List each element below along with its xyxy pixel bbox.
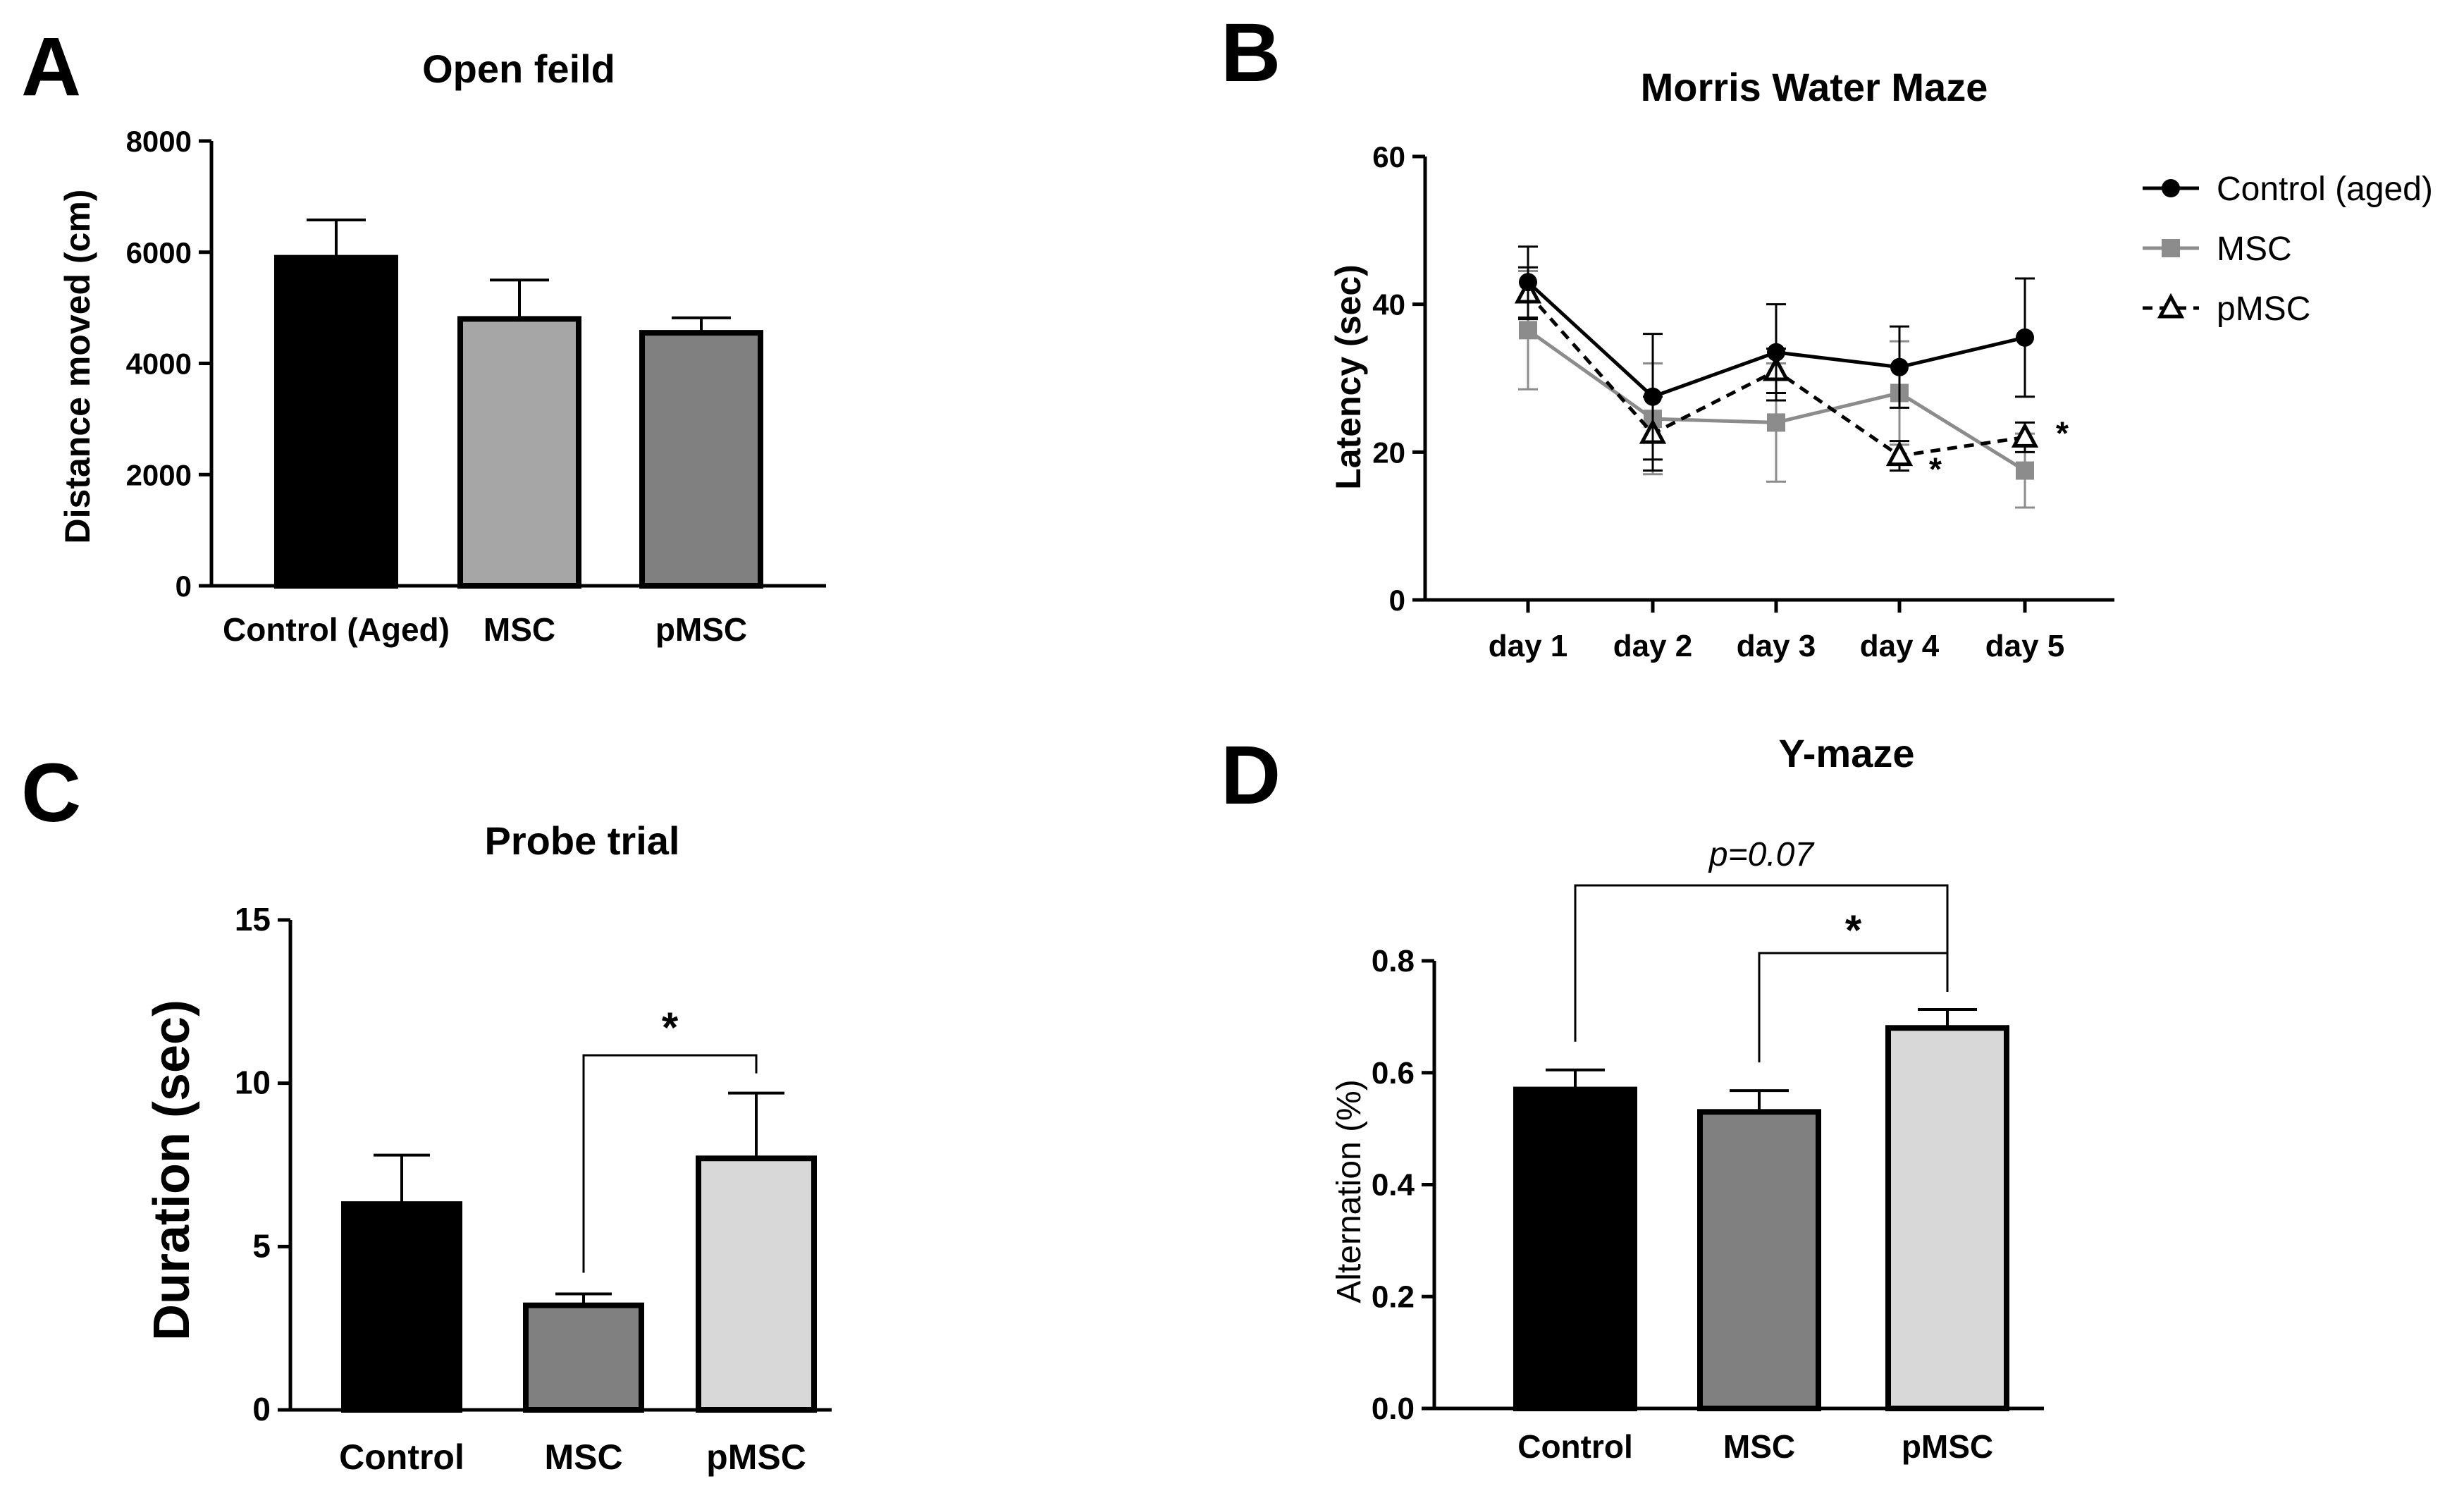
panel-a-bar — [457, 316, 581, 589]
panel-b-data-point — [1519, 321, 1537, 340]
panel-a-y-axis-title: Distance moved (cm) — [58, 190, 97, 544]
panel-d-x-tick-label: Control — [1517, 1428, 1633, 1465]
panel-d-y-tick-label: 0.0 — [1372, 1392, 1415, 1426]
panel-a-bar — [274, 254, 398, 589]
panel-d: D Y-maze Alternation (%) 0.0 0.2 0.4 0.6 0.8… — [1221, 729, 2044, 1465]
panel-a-y-tick-label: 0 — [175, 570, 192, 603]
panel-c: C Probe trial Duration (sec) 0 5 10 15 Contr… — [21, 747, 832, 1477]
panel-a-letter: A — [21, 20, 81, 113]
panel-a-x-tick-label: Control (Aged) — [223, 611, 450, 648]
panel-b-data-point — [1890, 357, 1909, 376]
panel-d-x-tick-label: MSC — [1723, 1428, 1795, 1465]
panel-d-bar — [1513, 1086, 1637, 1411]
panel-d-letter: D — [1221, 729, 1281, 822]
panel-c-bar — [341, 1201, 462, 1413]
panel-b-data-point — [2016, 328, 2034, 347]
panel-c-y-tick-label: 10 — [235, 1064, 271, 1101]
panel-b-y-tick-label: 20 — [1372, 436, 1405, 469]
panel-d-y-tick-label: 0.2 — [1372, 1279, 1415, 1314]
panel-d-y-tick-label: 0.6 — [1372, 1056, 1415, 1091]
panel-d-y-axis-title: Alternation (%) — [1331, 1079, 1368, 1303]
panel-b-significance-label: * — [1929, 451, 1942, 488]
panel-c-letter: C — [21, 747, 81, 840]
panel-c-y-tick-label: 15 — [235, 901, 271, 938]
panel-c-title: Probe trial — [485, 818, 680, 863]
panel-b-data-point — [1885, 441, 1914, 467]
panel-b-letter: B — [1221, 6, 1281, 99]
panel-d-y-tick-label: 0.4 — [1372, 1168, 1415, 1203]
panel-a-title: Open feild — [422, 47, 615, 91]
panel-d-plot-area: 0.0 0.2 0.4 0.6 0.8 Control MSC pMSC p=0.07 * — [1372, 836, 2044, 1465]
panel-a-y-tick-label: 8000 — [126, 125, 192, 158]
panel-c-y-axis-title: Duration (sec) — [144, 1000, 200, 1341]
panel-d-bar — [1885, 1025, 2009, 1411]
panel-b-legend-label: Control (aged) — [2217, 171, 2433, 208]
panel-b-legend-marker — [2157, 293, 2185, 319]
panel-a-y-tick-label: 2000 — [126, 458, 192, 491]
panel-c-y-tick-label: 0 — [252, 1391, 271, 1427]
panel-a-x-tick-label: MSC — [483, 611, 555, 648]
panel-b-legend-marker — [2162, 239, 2180, 257]
panel-d-x-tick-label: pMSC — [1902, 1428, 1993, 1465]
panel-c-plot-area: 0 5 10 15 Control MSC pMSC * — [235, 901, 832, 1477]
panel-a-bar — [639, 330, 763, 589]
panel-b-legend-item: MSC — [2143, 231, 2292, 268]
panel-a-y-tick-label: 6000 — [126, 236, 192, 269]
panel-b-legend-item: Control (aged) — [2143, 171, 2433, 208]
panel-b-data-point — [1767, 413, 1785, 432]
panel-a-x-tick-label: pMSC — [655, 611, 747, 648]
panel-b-x-tick-label: day 3 — [1737, 629, 1816, 663]
panel-b-legend-label: pMSC — [2217, 290, 2310, 328]
panel-b-significance-label: * — [2056, 415, 2069, 451]
panel-b-y-tick-label: 0 — [1389, 584, 1405, 617]
panel-b-data-point — [1767, 343, 1785, 362]
panel-b-data-point — [1644, 387, 1662, 406]
panel-d-title: Y-maze — [1779, 731, 1915, 775]
panel-c-significance-label: * — [662, 1004, 679, 1051]
panel-d-significance-label: p=0.07 — [1708, 836, 1815, 873]
panel-d-y-tick-label: 0.8 — [1372, 944, 1415, 978]
panel-d-significance-bracket — [1758, 952, 1949, 1063]
panel-d-bar — [1697, 1109, 1821, 1411]
panel-c-bar — [696, 1155, 817, 1413]
panel-b-legend-label: MSC — [2217, 231, 2292, 268]
panel-c-x-tick-label: pMSC — [706, 1437, 806, 1477]
panel-a-y-tick-label: 4000 — [126, 348, 192, 381]
panel-c-y-tick-label: 5 — [252, 1227, 271, 1264]
panel-b: B Morris Water Maze Latency (sec) 0 20 40 6… — [1221, 6, 2433, 663]
panel-d-significance-label: * — [1845, 907, 1862, 954]
panel-c-x-tick-label: MSC — [544, 1437, 622, 1477]
panel-b-legend-item: pMSC — [2143, 290, 2310, 328]
panel-b-y-tick-label: 60 — [1372, 140, 1405, 173]
panel-b-legend-marker — [2162, 179, 2180, 197]
panel-a: A Open feild Distance moved (cm) 0 2000 40… — [21, 20, 826, 648]
panel-b-data-point — [2016, 461, 2034, 480]
panel-b-title: Morris Water Maze — [1641, 65, 1988, 109]
panel-b-x-tick-label: day 2 — [1613, 629, 1693, 663]
panel-c-significance-bracket — [582, 1054, 758, 1273]
panel-b-legend: Control (aged) MSC pMSC — [2143, 171, 2433, 328]
panel-d-significance-bracket — [1574, 884, 1949, 1042]
panel-b-data-point — [2011, 422, 2039, 448]
panel-b-x-tick-label: day 4 — [1860, 629, 1940, 663]
panel-b-x-tick-label: day 1 — [1489, 629, 1568, 663]
panel-a-plot-area: 0 2000 4000 6000 8000 Control (Aged) MSC pMSC — [126, 125, 826, 648]
panel-b-y-tick-label: 40 — [1372, 288, 1405, 321]
panel-b-x-tick-label: day 5 — [1985, 629, 2065, 663]
panel-b-plot-area: 0 20 40 60 day 1 day 2 day 3 day 4 day 5 * * — [1372, 140, 2114, 663]
panel-b-series-control-aged- — [1518, 245, 2035, 461]
panel-c-bar — [523, 1302, 644, 1413]
panel-b-y-axis-title: Latency (sec) — [1329, 264, 1368, 490]
panel-b-data-point — [1519, 273, 1537, 292]
panel-c-x-tick-label: Control — [339, 1437, 464, 1477]
